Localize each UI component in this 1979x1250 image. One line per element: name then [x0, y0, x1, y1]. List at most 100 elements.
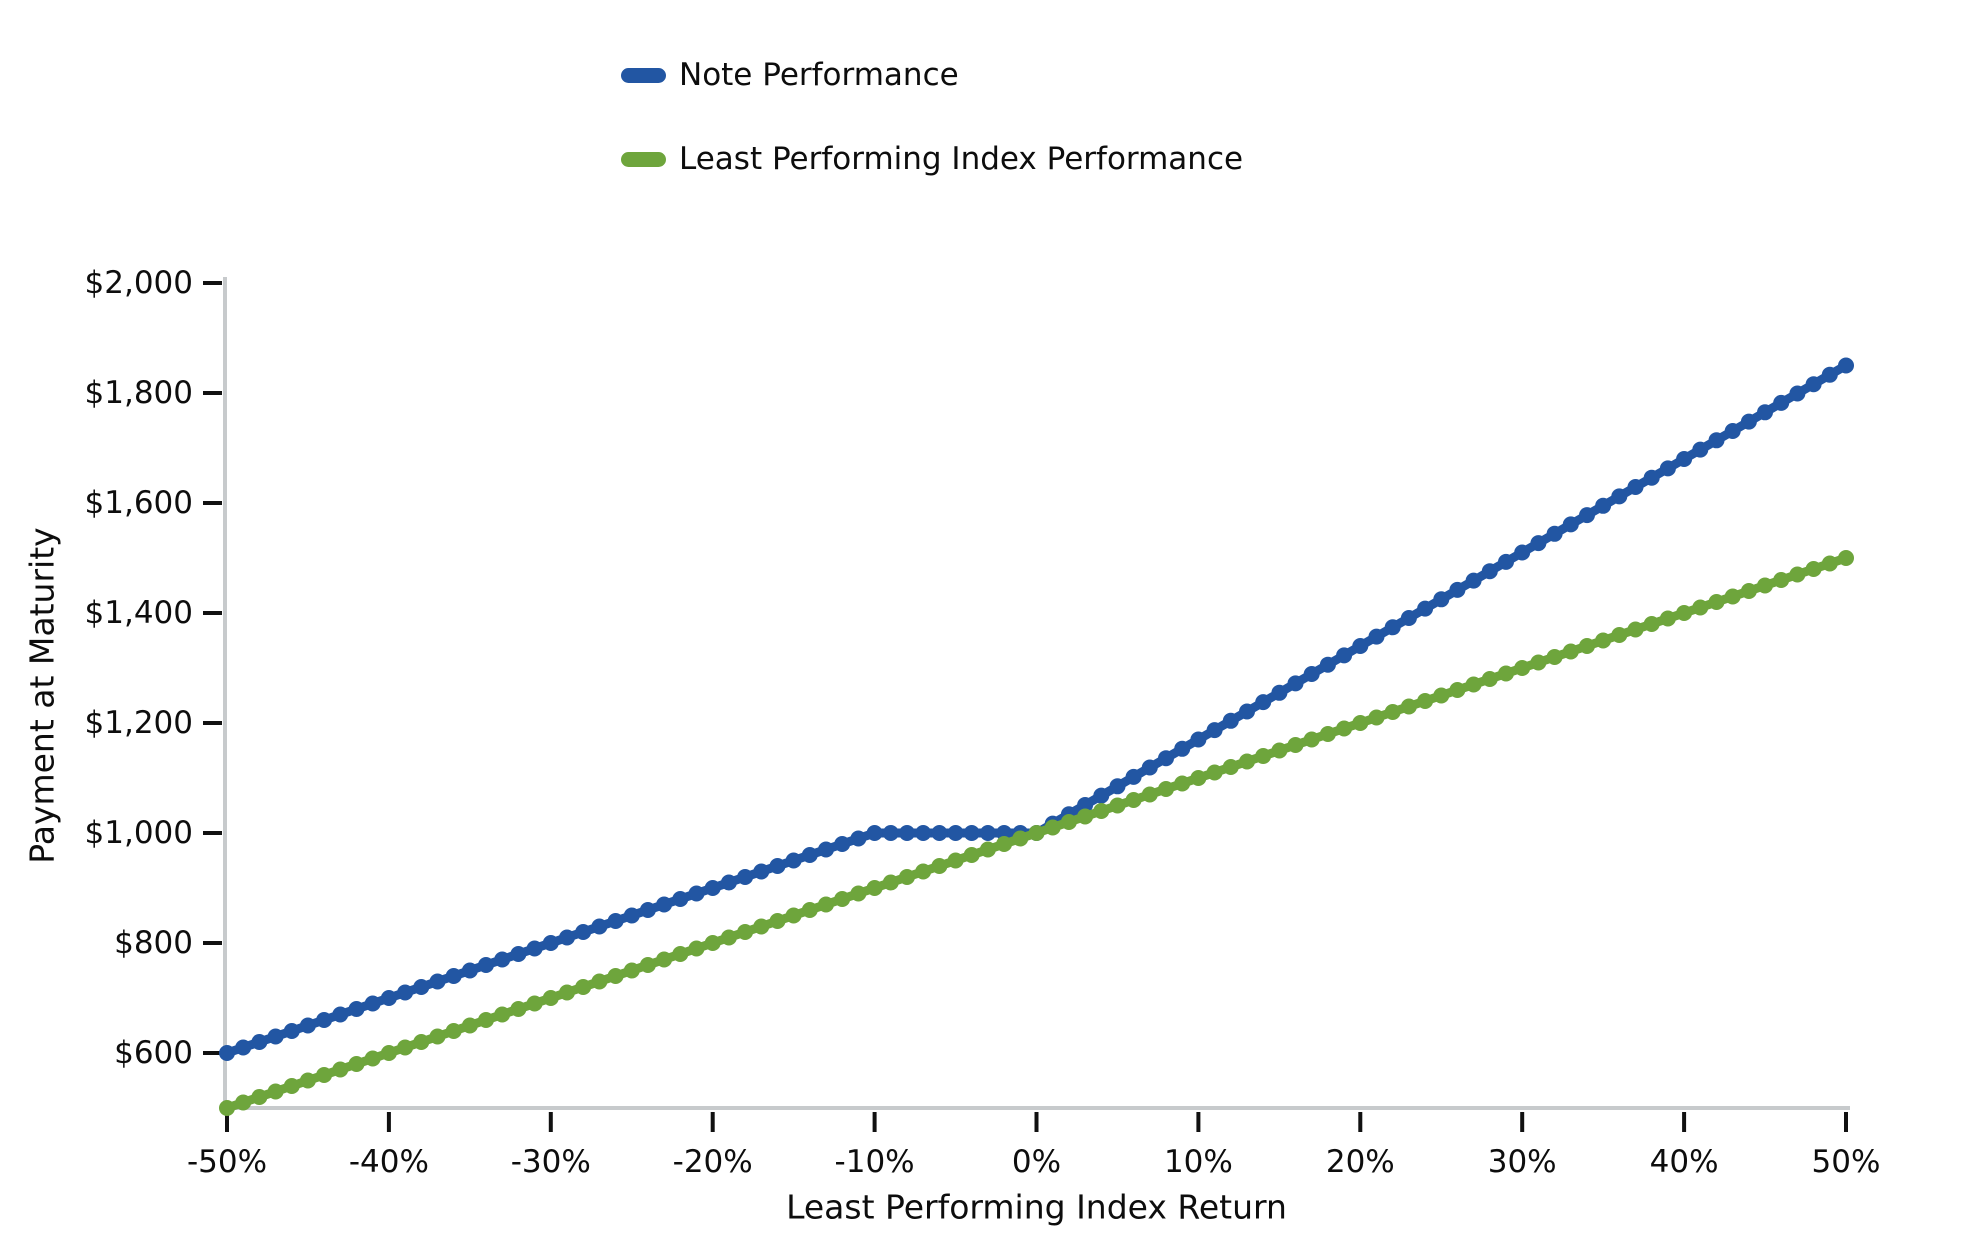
series-marker-0 — [1158, 750, 1174, 767]
series-marker-1 — [445, 1023, 462, 1039]
series-marker-1 — [737, 924, 754, 940]
series-marker-0 — [251, 1034, 268, 1050]
series-marker-1 — [818, 896, 834, 913]
series-marker-0 — [478, 957, 494, 973]
series-marker-1 — [267, 1083, 284, 1100]
series-marker-1 — [1400, 698, 1417, 715]
series-marker-1 — [494, 1006, 511, 1023]
series-marker-0 — [1449, 581, 1466, 598]
series-marker-1 — [348, 1056, 365, 1072]
series-marker-1 — [1562, 643, 1579, 660]
series-marker-0 — [1352, 638, 1369, 654]
series-marker-0 — [299, 1017, 316, 1034]
series-marker-0 — [1757, 404, 1773, 421]
series-marker-1 — [656, 951, 673, 968]
y-axis-title: Payment at Maturity — [23, 527, 62, 863]
series-marker-0 — [899, 825, 915, 841]
series-marker-1 — [461, 1017, 478, 1034]
series-marker-1 — [1271, 742, 1288, 759]
series-marker-0 — [704, 880, 721, 896]
series-marker-0 — [1400, 610, 1417, 626]
series-marker-0 — [720, 874, 737, 891]
x-tick-label: 30% — [1488, 1144, 1557, 1180]
legend-label: Least Performing Index Performance — [679, 141, 1244, 177]
y-tick-label: $800 — [114, 925, 193, 961]
series-marker-0 — [380, 990, 397, 1006]
x-tick-label: 20% — [1326, 1144, 1395, 1180]
x-axis-title: Least Performing Index Return — [786, 1188, 1287, 1227]
series-marker-0 — [834, 836, 851, 852]
index-performance-line-swatch — [621, 151, 666, 167]
series-marker-0 — [1773, 394, 1790, 411]
series-marker-0 — [1562, 516, 1579, 533]
series-marker-0 — [931, 825, 948, 841]
series-marker-0 — [526, 940, 543, 957]
series-marker-1 — [299, 1072, 316, 1089]
series-marker-0 — [1319, 656, 1336, 673]
series-marker-0 — [1546, 525, 1563, 542]
series-marker-1 — [429, 1028, 446, 1045]
x-tick-label: -40% — [349, 1144, 429, 1180]
series-marker-0 — [1206, 722, 1223, 739]
series-marker-0 — [1271, 684, 1288, 701]
series-marker-1 — [1821, 555, 1838, 572]
series-marker-0 — [364, 995, 381, 1012]
series-marker-1 — [1336, 720, 1353, 737]
legend-entry-index-performance: Least Performing Index Performance — [621, 136, 1243, 182]
series-marker-0 — [461, 962, 478, 979]
x-tick-label: -20% — [673, 1144, 753, 1180]
y-tick-label: $1,600 — [85, 485, 193, 521]
series-marker-0 — [996, 825, 1013, 841]
series-marker-1 — [1125, 792, 1142, 808]
y-tick-label: $1,000 — [85, 815, 193, 851]
series-marker-1 — [1579, 638, 1595, 654]
legend-label: Note Performance — [679, 57, 959, 93]
series-marker-0 — [607, 913, 624, 929]
x-tick-label: 10% — [1164, 1144, 1233, 1180]
series-marker-1 — [1805, 561, 1822, 577]
series-marker-1 — [1708, 594, 1725, 610]
series-marker-1 — [1222, 759, 1239, 775]
series-marker-1 — [575, 979, 592, 995]
series-marker-0 — [397, 984, 414, 1001]
y-tick-label: $2,000 — [85, 265, 193, 301]
series-marker-0 — [1384, 619, 1401, 636]
series-marker-0 — [235, 1039, 252, 1056]
series-marker-1 — [834, 891, 851, 907]
series-marker-1 — [283, 1078, 300, 1094]
series-marker-1 — [591, 973, 608, 990]
series-marker-1 — [1611, 627, 1628, 643]
series-marker-1 — [1384, 704, 1401, 720]
series-marker-0 — [413, 979, 430, 995]
series-marker-0 — [1514, 544, 1531, 561]
series-marker-0 — [1222, 712, 1239, 729]
series-marker-0 — [979, 825, 996, 841]
series-marker-1 — [947, 852, 964, 869]
series-marker-0 — [1174, 740, 1191, 757]
series-marker-1 — [1627, 621, 1644, 638]
series-marker-1 — [915, 863, 932, 880]
series-marker-0 — [591, 918, 608, 935]
series-marker-1 — [364, 1050, 381, 1067]
series-marker-0 — [1676, 451, 1693, 467]
series-marker-0 — [688, 885, 705, 902]
y-tick-label: $1,200 — [85, 705, 193, 741]
series-marker-0 — [1579, 507, 1595, 524]
series-marker-1 — [1044, 819, 1061, 836]
series-marker-0 — [1838, 357, 1854, 374]
series-marker-0 — [1724, 423, 1741, 439]
series-marker-0 — [1740, 413, 1757, 430]
series-marker-0 — [494, 951, 511, 968]
series-marker-1 — [785, 907, 802, 924]
series-marker-1 — [1028, 825, 1045, 841]
series-marker-0 — [1141, 759, 1158, 776]
series-marker-0 — [785, 852, 802, 869]
series-marker-1 — [219, 1100, 235, 1116]
series-marker-1 — [704, 935, 721, 951]
series-marker-1 — [1595, 632, 1612, 649]
series-marker-1 — [1012, 830, 1029, 847]
series-marker-0 — [656, 896, 673, 913]
x-tick-label: -50% — [187, 1144, 267, 1180]
series-marker-1 — [413, 1034, 430, 1050]
